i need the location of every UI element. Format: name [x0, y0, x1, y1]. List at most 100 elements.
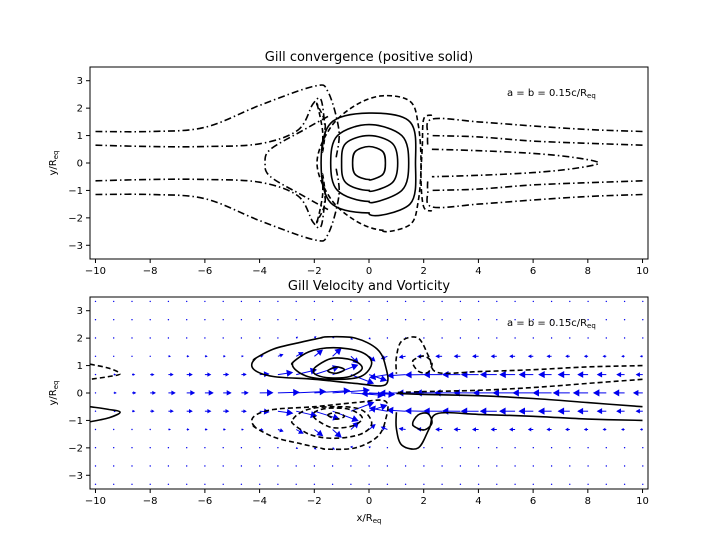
velocity-vector: [514, 337, 516, 339]
velocity-vector: [477, 465, 480, 467]
velocity-vector: [602, 354, 607, 358]
velocity-vector: [277, 483, 279, 485]
velocity-vector: [605, 465, 607, 467]
velocity-vector: [186, 447, 188, 449]
velocity-vector: [453, 427, 461, 432]
velocity-vector: [477, 337, 480, 339]
velocity-vector: [259, 389, 274, 397]
velocity-vector: [259, 319, 261, 321]
velocity-vector: [277, 353, 284, 358]
velocity-vector: [592, 389, 607, 397]
convergence-x-tick-label: 10: [636, 266, 649, 277]
velocity-vector: [313, 300, 316, 303]
velocity-vector: [565, 427, 570, 432]
velocity-vector: [186, 465, 188, 467]
velocity-x-tick-label: −8: [143, 496, 158, 507]
velocity-vector: [350, 483, 352, 485]
velocity-vector: [168, 355, 172, 358]
velocity-vector: [149, 355, 151, 357]
velocity-vector: [477, 483, 480, 485]
velocity-vector: [277, 408, 294, 417]
velocity-vector: [186, 390, 196, 396]
velocity-vector: [386, 465, 389, 467]
velocity-vector: [186, 483, 188, 485]
velocity-vector: [350, 337, 353, 341]
convergence-x-tick-label: 6: [530, 266, 536, 277]
velocity-ylabel-sub: eq: [52, 381, 60, 390]
convergence-contour-solid: [351, 145, 387, 181]
velocity-vector: [532, 447, 534, 449]
velocity-ylabel-main: y/R: [48, 389, 59, 405]
velocity-vector: [204, 428, 208, 431]
convergence-contour-dashdot: [95, 168, 341, 242]
velocity-vector: [277, 300, 279, 303]
velocity-vector: [132, 373, 136, 376]
velocity-vector: [569, 483, 571, 485]
velocity-vector: [113, 447, 115, 449]
velocity-vector: [441, 447, 443, 449]
convergence-contour-dashed: [315, 102, 327, 153]
velocity-vector: [150, 372, 155, 377]
velocity-vector: [241, 355, 244, 358]
velocity-vector: [477, 319, 480, 321]
velocity-vector: [616, 408, 625, 414]
velocity-vector: [565, 354, 570, 359]
velocity-vector: [186, 428, 190, 431]
velocity-vector: [350, 300, 352, 303]
velocity-vector: [635, 372, 643, 377]
velocity-x-tick-label: 2: [421, 496, 427, 507]
velocity-vector: [259, 300, 261, 303]
velocity-vector: [441, 300, 443, 303]
velocity-vector: [368, 337, 371, 340]
velocity-vector: [313, 336, 317, 339]
velocity-x-tick-label: −2: [307, 496, 322, 507]
velocity-vector: [94, 337, 97, 339]
velocity-vector: [386, 300, 389, 303]
convergence-annotation-main: a = b = 0.15c/R: [507, 88, 587, 99]
velocity-contours: [90, 335, 643, 451]
velocity-vector: [149, 428, 151, 431]
velocity-vector: [113, 465, 115, 467]
velocity-vector: [223, 372, 230, 377]
velocity-vector: [368, 465, 370, 467]
velocity-vector: [167, 483, 170, 485]
velocity-vector: [386, 319, 389, 321]
velocity-vector: [168, 409, 174, 414]
velocity-contour-solid: [290, 346, 373, 381]
velocity-vector: [186, 409, 193, 414]
velocity-vector: [149, 337, 151, 339]
velocity-vector: [241, 428, 245, 431]
velocity-vector: [514, 447, 516, 449]
velocity-vector: [186, 372, 193, 377]
velocity-vector: [240, 447, 243, 449]
velocity-vector: [459, 447, 462, 449]
convergence-contour-dashed: [315, 173, 327, 224]
velocity-x-tick-label: 10: [636, 496, 649, 507]
velocity-vector: [577, 407, 589, 415]
convergence-contour-dashdot: [431, 148, 600, 178]
velocity-vector: [537, 407, 552, 415]
velocity-vector: [113, 319, 115, 321]
velocity-vector: [240, 300, 243, 303]
velocity-contour-solid: [396, 392, 643, 408]
velocity-vector: [518, 370, 534, 379]
convergence-x-tick-label: −6: [198, 266, 213, 277]
velocity-x-tick-label: −4: [252, 496, 267, 507]
velocity-vector: [295, 428, 304, 434]
convergence-contour-dashdot: [426, 179, 643, 209]
convergence-x-tick-label: −2: [307, 266, 322, 277]
convergence-contour-dashdot: [95, 178, 326, 229]
velocity-vector: [223, 354, 226, 358]
velocity-vector: [441, 319, 443, 321]
velocity-vector: [149, 300, 151, 303]
velocity-vector: [459, 337, 462, 339]
velocity-vector: [369, 373, 388, 381]
velocity-vector: [204, 300, 206, 303]
convergence-plot-area: [95, 84, 643, 242]
velocity-vector: [639, 354, 643, 358]
velocity-vector: [240, 483, 243, 485]
velocity-contour-solid: [250, 335, 389, 387]
velocity-vector: [332, 348, 342, 357]
convergence-contour-solid: [340, 134, 399, 193]
